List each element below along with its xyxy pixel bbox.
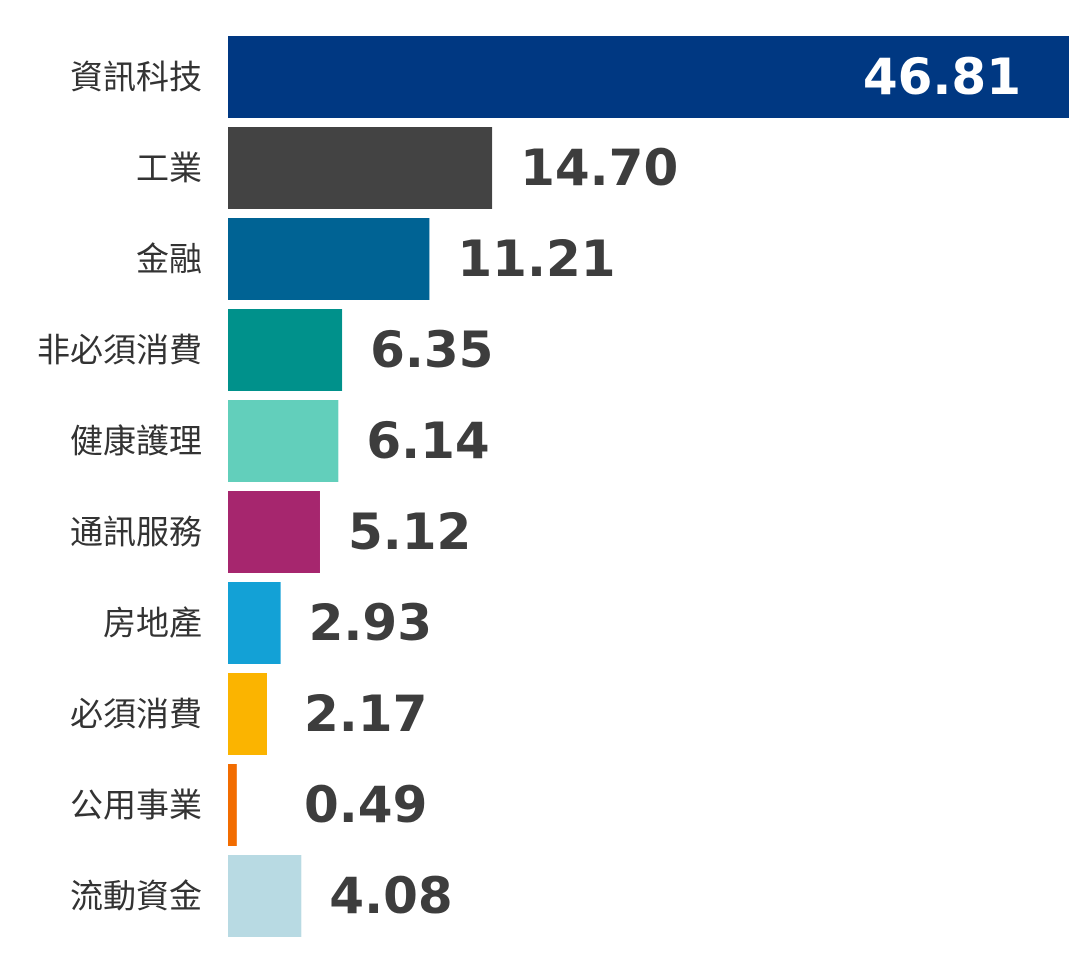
- value-label: 2.93: [309, 594, 432, 652]
- category-label: 資訊科技: [70, 58, 202, 97]
- value-label: 46.81: [863, 48, 1021, 106]
- category-label: 通訊服務: [70, 513, 202, 552]
- bar-10: [228, 855, 302, 937]
- bar-1: [228, 36, 1069, 118]
- bars-group: [228, 36, 1069, 937]
- category-label: 流動資金: [70, 877, 202, 916]
- bar-7: [228, 582, 281, 664]
- value-label: 4.08: [329, 867, 452, 925]
- category-label: 工業: [136, 149, 202, 188]
- bar-2: [228, 127, 493, 209]
- value-label: 6.35: [370, 321, 493, 379]
- category-label: 公用事業: [70, 786, 202, 825]
- bar-3: [228, 218, 430, 300]
- category-label: 必須消費: [70, 695, 202, 734]
- category-label: 健康護理: [70, 422, 202, 461]
- category-label: 房地產: [103, 604, 202, 643]
- value-label: 0.49: [304, 776, 427, 834]
- category-label: 金融: [136, 240, 202, 279]
- bar-5: [228, 400, 339, 482]
- value-label: 11.21: [457, 230, 615, 288]
- bar-4: [228, 309, 343, 391]
- bar-8: [228, 673, 267, 755]
- bar-9: [228, 764, 237, 846]
- value-label: 14.70: [520, 139, 678, 197]
- category-label: 非必須消費: [37, 331, 202, 370]
- value-label: 5.12: [348, 503, 471, 561]
- value-label: 2.17: [304, 685, 427, 743]
- value-label: 6.14: [366, 412, 489, 470]
- value-labels-group: 46.81 14.70 11.21 6.35 6.14 5.12 2.93 2.17 0.49 4…: [304, 48, 1021, 925]
- bar-6: [228, 491, 320, 573]
